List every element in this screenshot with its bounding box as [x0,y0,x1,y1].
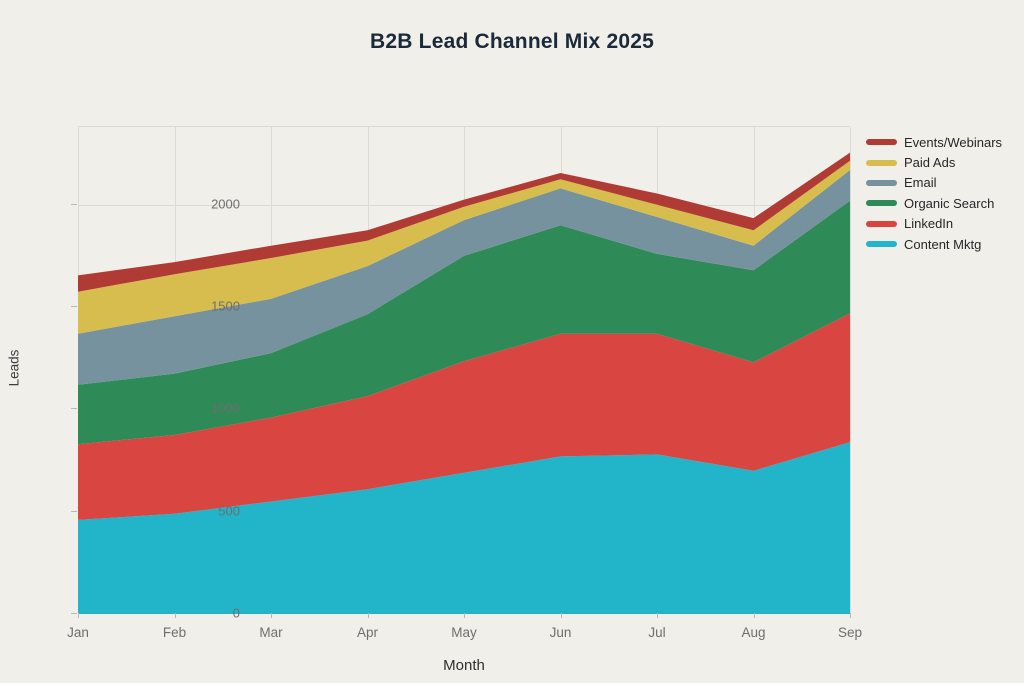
x-tick-mark-jun [560,613,562,618]
area-band-content-mktg [78,442,850,614]
area-band-email [78,170,850,385]
x-axis-title: Month [443,657,485,674]
x-tick-mark-jul [657,613,658,618]
x-tick-label-feb: Feb [162,625,187,640]
legend-swatch-events-webinars [866,139,897,146]
x-tick-label-jun: Jun [549,625,572,640]
y-tick-mark-1500 [71,306,77,308]
area-band-paid-ads [78,160,850,334]
x-tick-mark-sep [850,613,851,618]
area-band-organic-search [78,200,850,445]
legend-swatch-paid-ads [866,159,897,166]
y-tick-mark-0 [71,613,77,614]
area-band-events-webinars [78,152,850,292]
chart-title: B2B Lead Channel Mix 2025 [370,30,654,53]
y-tick-label-0: 0 [232,605,240,621]
x-tick-mark-jan [78,613,79,618]
x-tick-label-mar: Mar [259,625,283,640]
legend-item-organic-search: Organic Search [866,193,1002,213]
x-tick-mark-mar [271,613,272,618]
legend-swatch-content-mktg [866,241,897,248]
gridline-x-sep [850,127,851,614]
legend-label-linkedin: LinkedIn [904,216,954,232]
legend-item-linkedin: LinkedIn [866,214,1002,234]
legend-item-events-webinars: Events/Webinars [866,132,1002,152]
y-tick-label-2000: 2000 [211,196,240,212]
x-tick-mark-aug [753,613,755,618]
x-tick-label-may: May [451,625,477,640]
legend-label-events-webinars: Events/Webinars [904,134,1003,150]
y-tick-label-1500: 1500 [211,298,240,314]
legend-item-paid-ads: Paid Ads [866,152,1002,172]
y-axis-title: Leads [6,349,22,387]
legend-label-paid-ads: Paid Ads [904,155,956,171]
legend-item-content-mktg: Content Mktg [866,234,1002,254]
legend-label-email: Email [904,175,937,191]
x-tick-mark-apr [367,613,369,618]
area-band-linkedin [78,313,850,520]
y-tick-label-500: 500 [218,503,240,519]
x-tick-label-jan: Jan [67,625,89,640]
legend-swatch-email [866,179,897,186]
legend: Events/Webinars Paid Ads Email Organic Sear… [866,132,1002,254]
y-tick-label-1000: 1000 [211,400,240,416]
x-tick-label-aug: Aug [741,625,766,640]
x-tick-label-jul: Jul [648,625,666,640]
legend-label-content-mktg: Content Mktg [904,236,982,252]
x-tick-mark-may [464,613,465,618]
y-tick-mark-500 [71,510,77,512]
x-tick-mark-feb [174,613,176,618]
plot-area [78,126,851,614]
legend-item-email: Email [866,173,1002,193]
legend-label-organic-search: Organic Search [904,195,995,211]
x-tick-label-apr: Apr [356,625,379,640]
y-tick-mark-2000 [71,203,77,205]
y-tick-mark-1000 [71,408,77,410]
x-tick-label-sep: Sep [837,625,863,640]
legend-swatch-linkedin [866,220,897,227]
stacked-area-series [78,152,850,614]
legend-swatch-organic-search [866,200,897,207]
